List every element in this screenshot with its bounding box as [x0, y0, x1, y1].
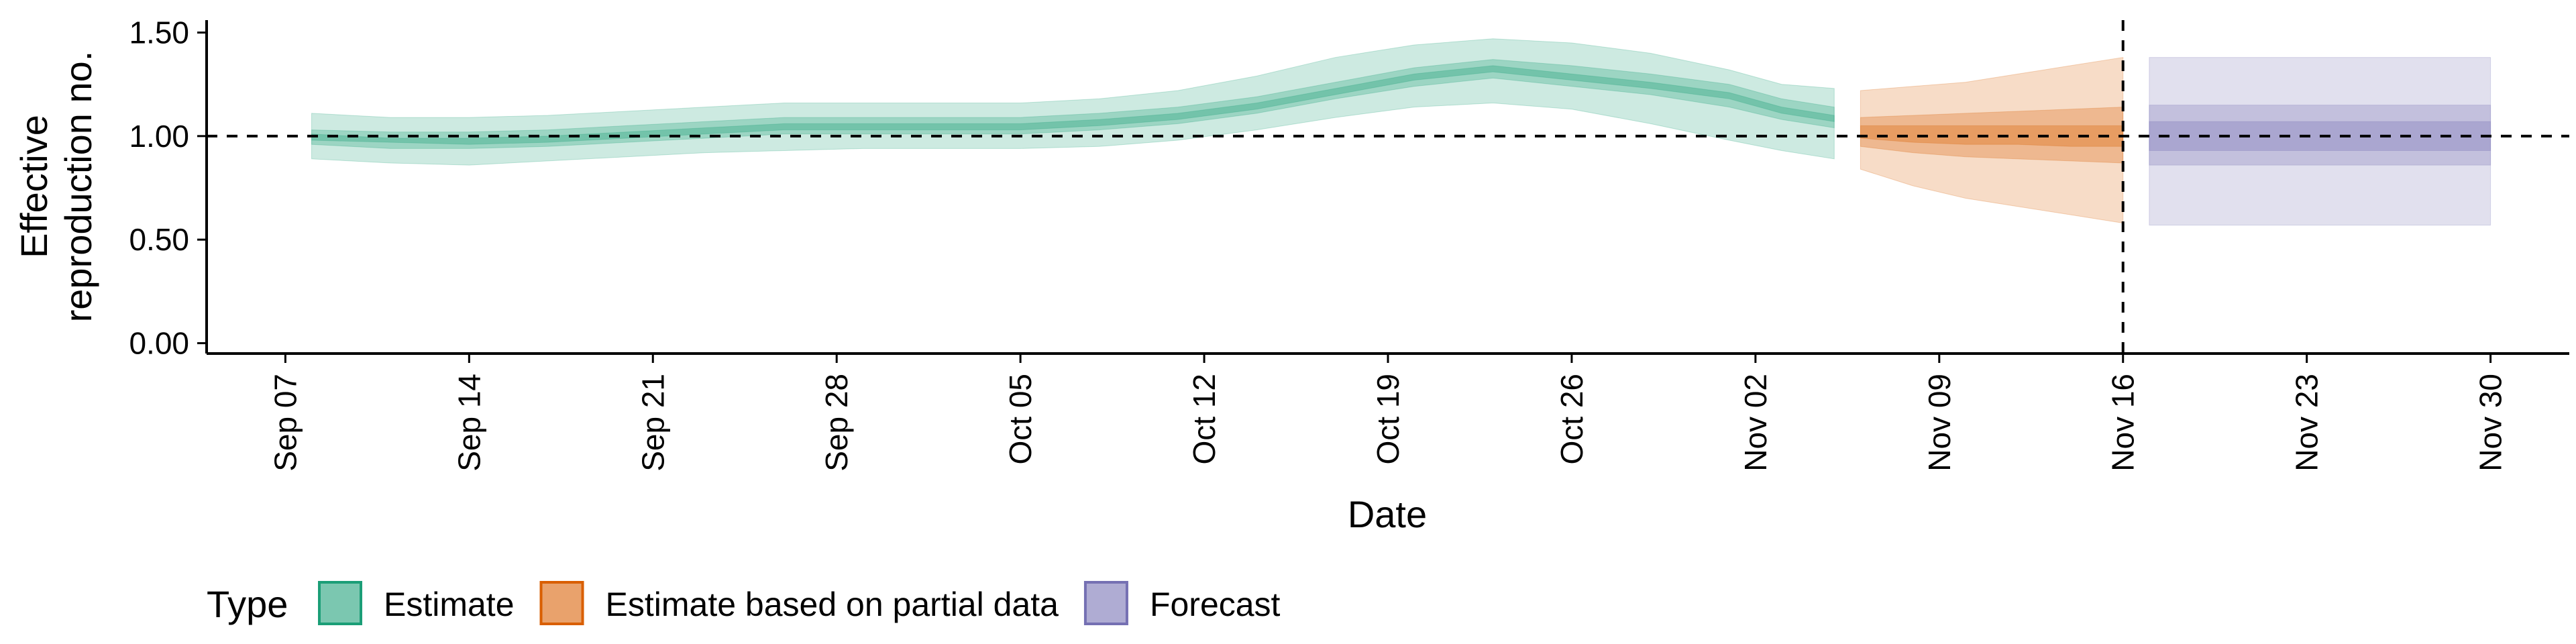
estimate-band-90 — [311, 38, 1835, 166]
x-tick-label: Oct 05 — [1003, 374, 1038, 465]
y-tick-label: 1.00 — [129, 119, 189, 154]
legend-label-estimate-based-on-partial-data: Estimate based on partial data — [606, 586, 1059, 623]
reference-lines — [207, 20, 2569, 354]
y-axis-title-line-1: Effective — [13, 115, 55, 258]
y-tick-label: 0.50 — [129, 222, 189, 257]
legend: Type Estimate Estimate based on partial d… — [207, 581, 1281, 625]
forecast-band-90 — [2149, 57, 2491, 226]
y-axis-title-line-2: reproduction no. — [57, 51, 99, 323]
x-tick-label: Oct 12 — [1187, 374, 1222, 465]
legend-key-forecast — [1083, 581, 1128, 625]
legend-label-forecast: Forecast — [1150, 586, 1281, 623]
y-ticks: 0.00 0.50 1.00 1.50 — [129, 15, 207, 361]
y-tick-label: 1.50 — [129, 15, 189, 50]
y-tick-label: 0.00 — [129, 326, 189, 361]
estimate-band-20 — [311, 65, 1835, 145]
x-tick-label: Oct 26 — [1554, 374, 1589, 465]
bands-layer — [311, 38, 2491, 226]
x-tick-label: Oct 19 — [1371, 374, 1405, 465]
x-tick-label: Sep 07 — [268, 374, 303, 472]
legend-title: Type — [207, 583, 288, 625]
x-tick-label: Sep 28 — [819, 374, 854, 472]
x-tick-label: Nov 16 — [2106, 374, 2141, 472]
x-tick-label: Sep 21 — [635, 374, 670, 472]
x-tick-label: Nov 09 — [1922, 374, 1957, 472]
x-tick-label: Nov 02 — [1738, 374, 1773, 472]
legend-key-estimate — [318, 581, 362, 625]
legend-key-estimate-based-on-partial-data — [539, 581, 584, 625]
legend-label-estimate: Estimate — [384, 586, 515, 623]
x-tick-label: Nov 23 — [2290, 374, 2324, 472]
x-tick-label: Sep 14 — [451, 374, 486, 472]
x-axis-title: Date — [1348, 493, 1427, 535]
x-ticks: Sep 07 Sep 14 Sep 21 Sep 28 Oct 05 Oct 12 Oct … — [268, 354, 2508, 472]
estimate-band-50 — [311, 59, 1835, 149]
x-tick-label: Nov 30 — [2473, 374, 2508, 472]
